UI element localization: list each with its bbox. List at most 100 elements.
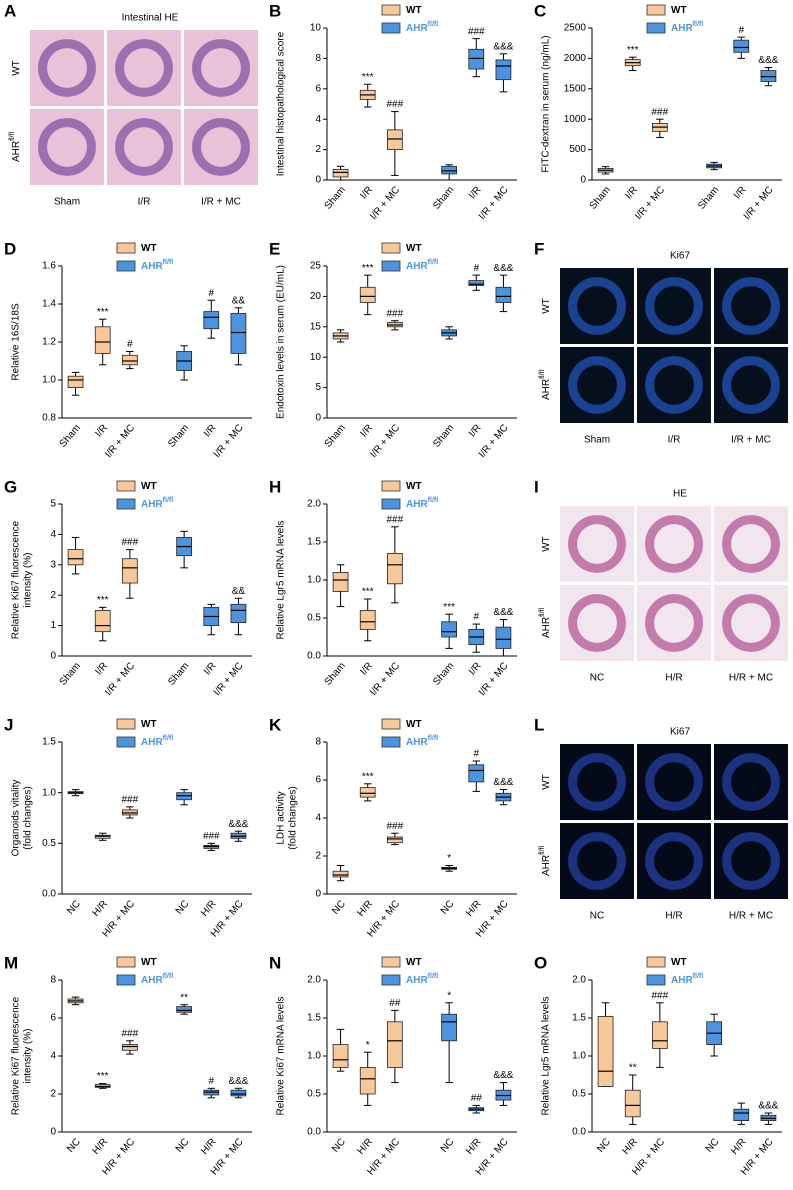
legend-label: AHRfl/fl	[406, 497, 438, 510]
box	[359, 286, 376, 303]
x-tick-label: NC	[439, 899, 457, 917]
y-tick-label: 2000	[564, 53, 587, 64]
x-tick-label: I/R	[358, 423, 375, 440]
y-tick-label: 1.2	[42, 337, 56, 348]
x-tick-label: H/R	[91, 1137, 111, 1157]
significance: ***	[362, 771, 374, 782]
significance: #	[739, 25, 745, 36]
panel-title: Ki67	[670, 727, 690, 738]
box	[121, 1044, 138, 1051]
box	[386, 553, 403, 585]
row-label: AHRfl/fl	[539, 370, 552, 401]
legend-label-sup: fl/fl	[163, 735, 174, 742]
legend-label: WT	[141, 481, 157, 492]
legend-swatch	[116, 260, 136, 272]
panel-title: Ki67	[670, 251, 690, 262]
panel-label: G	[4, 477, 17, 496]
legend-label-main: WT	[406, 719, 422, 730]
y-tick-label: 0.8	[42, 413, 56, 424]
y-tick-label: 2	[50, 590, 56, 601]
column-label: Sham	[54, 197, 80, 208]
y-tick-label: 1.0	[307, 575, 321, 586]
column-label: NC	[590, 911, 604, 922]
x-tick-label: NC	[595, 1137, 613, 1155]
significance: &&&	[493, 263, 513, 274]
tissue	[722, 832, 780, 890]
y-tick-label: 0	[50, 651, 56, 662]
y-axis-label: Relative Lgr5 mRNA levels	[276, 521, 287, 640]
box	[203, 311, 220, 330]
box	[441, 621, 458, 638]
column-label: I/R	[668, 435, 681, 446]
x-tick-label: H/R	[91, 899, 111, 919]
legend-swatch	[646, 956, 666, 968]
y-axis-label: (fold changes)	[288, 786, 299, 849]
legend-label: AHRfl/fl	[406, 735, 438, 748]
y-tick-label: 0	[315, 889, 321, 900]
x-tick-label: NC	[330, 899, 348, 917]
significance: ###	[122, 537, 139, 548]
box	[760, 70, 777, 82]
x-tick-label: H/R	[464, 899, 484, 919]
y-tick-label: 0.5	[572, 1089, 586, 1100]
panel-title: Intestinal HE	[122, 13, 179, 24]
legend-label-main: AHR	[406, 23, 428, 34]
legend-swatch	[381, 260, 401, 272]
significance: ***	[97, 307, 109, 318]
box	[495, 286, 512, 303]
y-tick-label: 2	[315, 851, 321, 862]
legend-label-sup: fl/fl	[163, 973, 174, 980]
y-tick-label: 4	[50, 529, 56, 540]
row-label-main: AHR	[11, 141, 22, 162]
box	[597, 1016, 614, 1087]
x-tick-label: NC	[174, 899, 192, 917]
significance: #	[474, 749, 480, 760]
significance: &&&	[493, 777, 513, 788]
box	[332, 572, 349, 592]
box	[359, 1067, 376, 1095]
tissue	[568, 832, 626, 890]
y-tick-label: 1.0	[572, 1051, 586, 1062]
legend-label-main: WT	[141, 243, 157, 254]
y-tick-label: 2500	[564, 23, 587, 34]
box	[332, 870, 349, 878]
x-tick-label: NC	[65, 899, 83, 917]
legend-swatch	[646, 22, 666, 34]
box	[230, 313, 247, 354]
panel-title: HE	[673, 489, 687, 500]
row-label-main: AHR	[541, 617, 552, 638]
legend-label-main: WT	[406, 243, 422, 254]
y-tick-label: 1.4	[42, 299, 56, 310]
legend-label-main: AHR	[141, 737, 163, 748]
legend-label: AHRfl/fl	[406, 973, 438, 986]
y-tick-label: 500	[569, 144, 586, 155]
tissue	[722, 277, 780, 335]
legend-label: AHRfl/fl	[141, 259, 173, 272]
box	[121, 558, 138, 584]
legend-swatch	[116, 498, 136, 510]
y-tick-label: 1.5	[572, 1013, 586, 1024]
tissue	[192, 39, 250, 97]
panel-label: E	[269, 239, 280, 258]
significance: &&&	[493, 607, 513, 618]
tissue	[645, 356, 703, 414]
y-tick-label: 2	[315, 144, 321, 155]
y-tick-label: 2.0	[307, 975, 321, 986]
significance: ###	[122, 1028, 139, 1039]
significance: &&&	[228, 819, 248, 830]
tissue	[568, 753, 626, 811]
y-tick-label: 0.5	[307, 1089, 321, 1100]
legend-swatch	[116, 736, 136, 748]
legend-label-sup: fl/fl	[163, 497, 174, 504]
x-tick-label: Sham	[58, 423, 83, 450]
significance: ***	[627, 45, 639, 56]
significance: ***	[97, 1071, 109, 1082]
x-tick-label: I/R	[358, 185, 375, 202]
box	[121, 354, 138, 366]
y-tick-label: 0.0	[42, 889, 56, 900]
legend-swatch	[116, 242, 136, 254]
x-tick-label: I/R	[467, 661, 484, 678]
legend-label: WT	[406, 957, 422, 968]
y-tick-label: 8	[315, 737, 321, 748]
